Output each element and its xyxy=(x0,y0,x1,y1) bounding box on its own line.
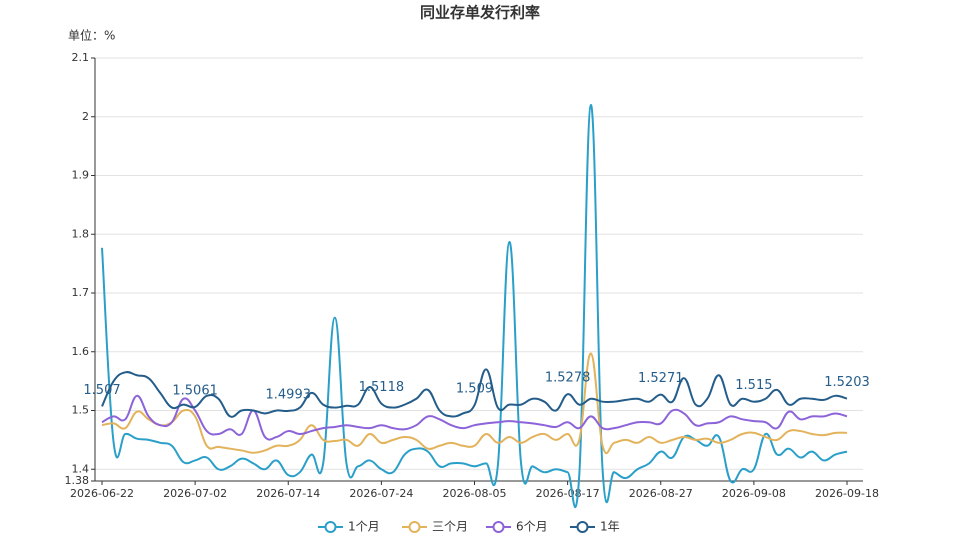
series-line xyxy=(101,368,848,418)
data-label: 1.5203 xyxy=(824,375,870,390)
y-tick-label: 1.38 xyxy=(65,474,90,487)
series-line xyxy=(101,103,848,509)
legend-item: 三个月 xyxy=(402,520,468,534)
series-line xyxy=(101,394,848,441)
data-label: 1.515 xyxy=(735,378,772,393)
data-label: 1.509 xyxy=(456,382,493,397)
data-label: 1.5118 xyxy=(359,380,405,395)
x-tick-label: 2026-07-02 xyxy=(163,487,227,500)
y-tick-label: 1.4 xyxy=(72,462,90,475)
y-tick-label: 1.8 xyxy=(72,227,90,240)
legend-marker xyxy=(576,521,589,533)
y-tick-label: 1.7 xyxy=(72,286,90,299)
y-tick-label: 1.6 xyxy=(72,345,90,358)
y-tick-label: 1.5 xyxy=(72,404,90,417)
x-tick-label: 2026-08-27 xyxy=(629,487,693,500)
legend-label: 1年 xyxy=(600,520,620,534)
x-tick-label: 2026-09-08 xyxy=(722,487,786,500)
legend-marker xyxy=(324,521,337,533)
data-label: 1.5271 xyxy=(638,371,684,386)
x-tick-label: 2026-08-17 xyxy=(536,487,600,500)
data-label: 1.4993 xyxy=(266,387,312,402)
legend-label: 6个月 xyxy=(516,520,548,534)
x-tick-label: 2026-08-05 xyxy=(443,487,507,500)
data-label: 1.5061 xyxy=(172,383,218,398)
legend-item: 1个月 xyxy=(318,520,380,534)
x-tick-label: 2026-07-14 xyxy=(256,487,320,500)
legend-item: 6个月 xyxy=(486,520,548,534)
data-label: 1.5278 xyxy=(545,371,591,386)
legend-item: 1年 xyxy=(570,520,620,534)
legend-marker xyxy=(408,521,421,533)
y-tick-label: 2.1 xyxy=(72,51,90,64)
y-tick-label: 1.9 xyxy=(72,169,90,182)
legend-label: 1个月 xyxy=(348,520,380,534)
x-tick-label: 2026-09-18 xyxy=(815,487,879,500)
legend-marker xyxy=(492,521,505,533)
legend-label: 三个月 xyxy=(432,520,468,534)
x-tick-label: 2026-06-22 xyxy=(70,487,134,500)
y-tick-label: 2 xyxy=(82,110,89,123)
series-line xyxy=(101,352,848,454)
x-tick-label: 2026-07-24 xyxy=(349,487,413,500)
data-label: 1.507 xyxy=(83,383,120,398)
y-axis-label: 单位：% xyxy=(68,28,115,43)
chart-title: 同业存单发行利率 xyxy=(420,4,540,22)
